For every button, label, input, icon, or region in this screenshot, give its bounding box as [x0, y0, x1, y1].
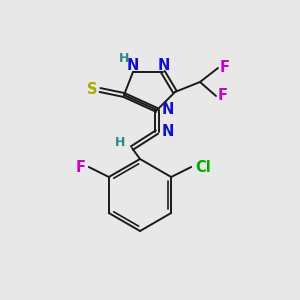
Text: H: H	[115, 136, 125, 149]
Text: S: S	[87, 82, 97, 98]
Text: F: F	[218, 88, 228, 104]
Text: N: N	[158, 58, 170, 73]
Text: H: H	[119, 52, 129, 64]
Text: N: N	[162, 103, 174, 118]
Text: N: N	[127, 58, 139, 73]
Text: Cl: Cl	[195, 160, 211, 175]
Text: F: F	[220, 61, 230, 76]
Text: N: N	[162, 124, 174, 140]
Text: F: F	[76, 160, 86, 175]
